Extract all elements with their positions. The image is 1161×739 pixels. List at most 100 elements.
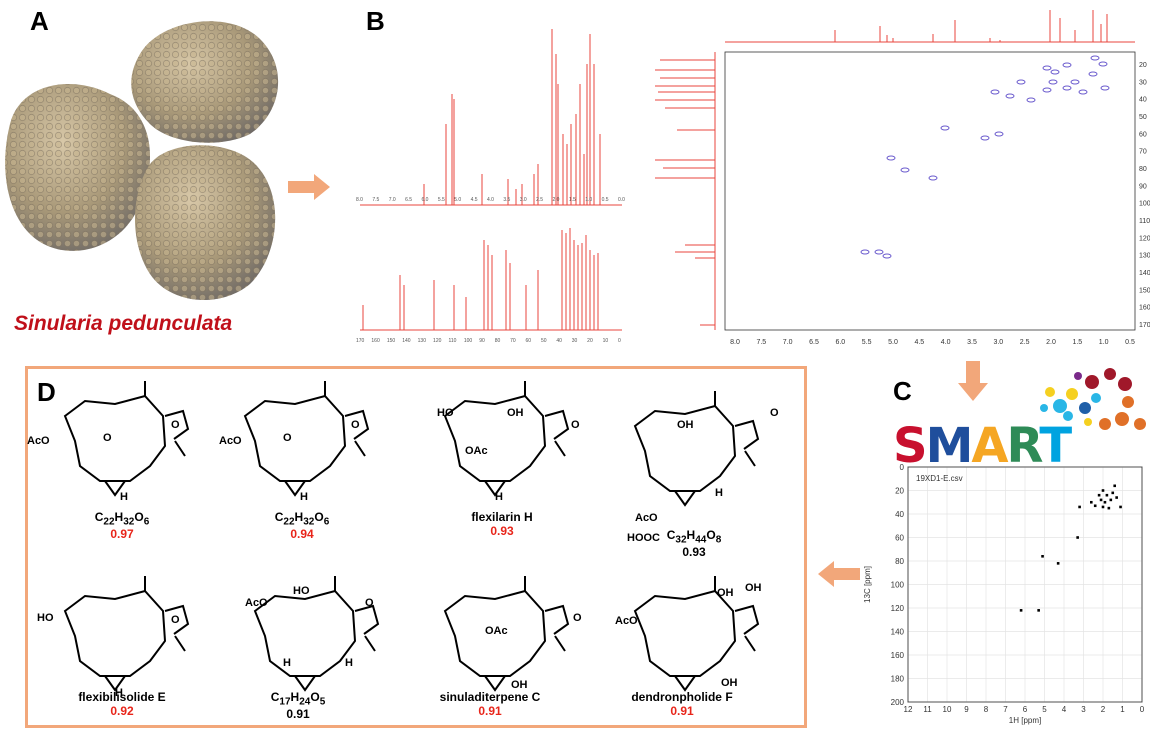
compound-score: 0.93 [682,545,706,560]
c13-tick-0: 170 [356,338,365,344]
scatter-x-tick-label: 6 [1023,705,1028,714]
hsqc-y-ticks: 20 30 40 50 60 70 80 90 100 110 120 130 140 150 160 170 [1139,62,1150,329]
formula-part: 8 [715,534,722,546]
c13-peaks [362,228,599,330]
h-label: H [120,491,128,503]
formula-part: O [314,510,324,524]
scatter-y-label: 13C [ppm] [863,566,872,603]
oh-label: OH [721,677,738,689]
compound-caption-5: flexibilisolide E 0.92 [32,690,212,718]
exomethylene-bond [744,635,756,652]
c13-tick-7: 100 [463,338,473,344]
o-label: O [770,407,779,419]
structure-6 [253,576,380,692]
oh-label: OH [717,587,734,599]
hsqc-scatter-chart: 12 11 10 9 8 7 6 5 4 3 2 1 0020406080100120140160180… [863,463,1145,725]
scatter-x-tick-label: 5 [1042,705,1047,714]
formula-part: O [134,510,144,524]
formula-part: 32 [123,516,135,528]
aco-label: AcO [219,435,242,447]
formula-part: 24 [299,696,311,708]
coral-lobe-left [5,84,151,251]
structure-2 [243,381,370,497]
hsqc-crosspeak [860,249,870,255]
c13-axis: 170 160 150 140 130 120 110 100 90 80 70 60 50 40 30 20… [356,338,626,348]
scatter-y-tick-label: 180 [891,675,905,684]
formula-part: H [686,528,696,542]
hsqc-crosspeak [990,89,1000,95]
hsqc-crosspeak [1005,93,1015,99]
scatter-y-tick-label: 20 [895,487,904,496]
macrocycle-ring [63,589,167,677]
hsqc-crosspeak [1100,85,1110,91]
scatter-point [1101,505,1105,509]
c13-tick-13: 40 [556,338,562,344]
hsqc-x-tick-label: 7.5 [756,339,766,346]
c13-tick-15: 20 [587,338,593,344]
o-label: O [283,432,292,444]
hsqc-left-projection [655,59,715,326]
formula-part: 22 [103,516,115,528]
h-label: H [345,657,353,669]
formula-part: C [666,528,676,542]
structure-3 [443,381,570,497]
h-label: H [495,491,503,503]
scatter-x-tick-label: 2 [1101,705,1106,714]
hsqc-crosspeak [1042,65,1052,71]
h1-tick-13: 1.5 [568,197,576,203]
compound-results-box [25,366,807,728]
compound-caption-6: C17H24O5 0.91 [208,690,388,721]
formula-part: O [706,528,716,542]
scatter-point [1115,496,1118,499]
ho-label: HO [437,407,454,419]
scatter-x-tick-label: 10 [943,705,952,714]
formula-part: H [294,510,304,524]
compound-name: flexibilisolide E [78,690,166,704]
coral-lobe-top [131,21,279,143]
structure-1 [63,381,190,497]
exomethylene-bond [174,635,186,652]
hsqc-crosspeak [980,135,990,141]
hsqc-y-tick-label: 120 [1139,235,1150,242]
smart-letter-t: T [1039,418,1072,474]
epoxide-ring [294,675,316,692]
hsqc-crosspeak [940,125,950,131]
oh-label: OH [745,582,762,594]
hsqc-x-tick-label: 2.5 [1020,339,1030,346]
h1-peaks [423,29,601,205]
h1-tick-5: 5.5 [437,197,445,203]
scatter-point [1037,609,1040,612]
scatter-point [1099,498,1103,502]
hsqc-crosspeak [874,249,884,255]
hsqc-x-tick-label: 2.0 [1046,339,1056,346]
hsqc-y-tick-label: 70 [1139,149,1147,156]
o-label: O [103,432,112,444]
compound-score: 0.91 [670,704,694,718]
scatter-point [1119,505,1122,509]
c13-tick-6: 110 [448,338,457,344]
c13-tick-16: 10 [602,338,609,344]
exomethylene-bond [744,450,756,467]
smart-letter-m: M [925,418,974,474]
o-label: O [365,597,374,609]
oac-label: OAc [485,625,508,637]
scatter-x-tick-label: 1 [1120,705,1125,714]
structure-5 [63,576,190,692]
compound-caption-4: C32H44O8 0.93 [604,528,784,559]
smart-letter-r: R [1006,418,1042,474]
epoxide-ring [674,490,696,507]
c13-tick-8: 90 [479,338,485,344]
scatter-x-tick-label: 7 [1003,705,1008,714]
formula-part: 44 [695,534,707,546]
scatter-point [1078,505,1081,509]
o-label: O [171,419,180,431]
hsqc-x-tick-label: 3.0 [993,339,1003,346]
h1-tick-0: 8.0 [356,197,363,203]
compound-name: C32H44O8 [604,528,784,545]
compound-caption-8: dendronpholide F 0.91 [592,690,772,718]
macrocycle-ring [63,394,167,482]
macrocycle-ring [633,589,737,677]
hsqc-y-tick-label: 130 [1139,253,1150,260]
hsqc-crosspeak [1042,87,1052,93]
compound-name: C17H24O5 [208,690,388,707]
